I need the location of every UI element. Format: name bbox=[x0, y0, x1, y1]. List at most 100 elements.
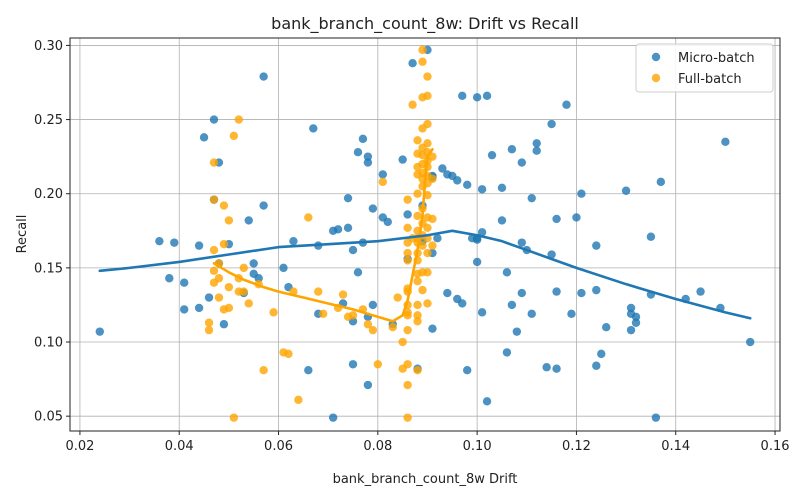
full-batch-point bbox=[348, 311, 358, 320]
micro-batch-point bbox=[443, 288, 452, 298]
full-batch-point bbox=[368, 325, 378, 335]
x-tick-label: 0.12 bbox=[562, 439, 591, 454]
micro-batch-point bbox=[463, 180, 472, 190]
micro-batch-point bbox=[204, 293, 214, 302]
micro-batch-point bbox=[368, 300, 378, 310]
micro-batch-point bbox=[602, 322, 611, 332]
micro-batch-point bbox=[170, 238, 179, 247]
micro-batch-point bbox=[552, 364, 561, 373]
micro-batch-point bbox=[517, 158, 527, 167]
full-batch-point bbox=[413, 277, 422, 286]
micro-batch-point bbox=[502, 268, 512, 277]
micro-batch-point bbox=[428, 324, 437, 333]
micro-batch-point bbox=[358, 134, 368, 144]
micro-batch-point bbox=[646, 232, 656, 241]
micro-batch-point bbox=[403, 210, 412, 219]
micro-batch-point bbox=[363, 152, 373, 161]
micro-batch-point bbox=[353, 268, 363, 277]
micro-batch-point bbox=[542, 363, 551, 372]
micro-batch-point bbox=[343, 223, 353, 233]
full-batch-point bbox=[413, 189, 422, 198]
full-batch-point bbox=[204, 325, 214, 335]
micro-batch-point bbox=[517, 238, 527, 247]
micro-batch-point bbox=[696, 287, 705, 296]
micro-batch-point bbox=[304, 365, 313, 375]
x-tick-label: 0.02 bbox=[65, 439, 94, 454]
micro-batch-point bbox=[333, 225, 343, 234]
micro-batch-point bbox=[592, 285, 601, 295]
full-batch-point bbox=[423, 72, 432, 81]
full-batch-point bbox=[224, 282, 234, 292]
micro-batch-point bbox=[547, 250, 556, 259]
full-batch-point bbox=[423, 248, 432, 258]
micro-batch-point bbox=[477, 308, 487, 317]
micro-batch-point bbox=[194, 241, 204, 250]
micro-batch-point bbox=[631, 318, 641, 327]
full-batch-point bbox=[413, 300, 422, 310]
micro-batch-point bbox=[472, 257, 482, 267]
y-tick-label: 0.25 bbox=[34, 113, 63, 128]
full-batch-point bbox=[413, 211, 422, 221]
x-axis-ticks: 0.02 0.04 0.06 0.08 0.10 0.12 0.14 0.16 bbox=[65, 431, 790, 454]
micro-batch-point bbox=[179, 278, 189, 287]
micro-batch-point bbox=[597, 349, 606, 359]
micro-batch-point bbox=[254, 274, 263, 283]
full-batch-point bbox=[423, 119, 432, 129]
chart-title: bank_branch_count_8w: Drift vs Recall bbox=[271, 14, 579, 34]
full-batch-point bbox=[224, 216, 234, 225]
micro-batch-point bbox=[378, 170, 387, 179]
micro-batch-point bbox=[562, 100, 571, 109]
x-tick-label: 0.14 bbox=[661, 439, 690, 454]
full-batch-point bbox=[423, 299, 432, 308]
full-batch-point bbox=[393, 293, 402, 302]
full-batch-point bbox=[378, 177, 387, 187]
series-full-batch bbox=[204, 45, 437, 422]
micro-batch-point bbox=[577, 288, 586, 298]
full-batch-point bbox=[418, 241, 427, 250]
micro-batch-point bbox=[368, 204, 378, 213]
micro-batch-point bbox=[477, 228, 487, 237]
micro-batch-point bbox=[567, 309, 576, 319]
full-batch-point bbox=[423, 268, 432, 277]
micro-batch-point bbox=[244, 216, 253, 225]
micro-batch-point bbox=[194, 303, 204, 313]
full-batch-point bbox=[423, 139, 432, 148]
micro-batch-point bbox=[95, 327, 104, 336]
axes-frame bbox=[69, 37, 781, 432]
full-batch-point bbox=[209, 195, 219, 204]
micro-batch-point bbox=[746, 337, 755, 347]
full-batch-point bbox=[403, 248, 412, 258]
micro-batch-point bbox=[656, 177, 666, 187]
full-batch-point bbox=[418, 285, 427, 295]
legend-label-full-batch: Full-batch bbox=[678, 72, 742, 87]
full-batch-point bbox=[269, 308, 278, 317]
micro-batch-point bbox=[547, 119, 556, 129]
full-batch-point bbox=[239, 287, 248, 296]
full-batch-point bbox=[403, 380, 412, 390]
micro-batch-point bbox=[309, 124, 318, 133]
grid-lines bbox=[70, 38, 780, 431]
full-batch-point bbox=[284, 349, 293, 359]
micro-batch-point bbox=[631, 312, 641, 322]
micro-batch-point bbox=[472, 235, 482, 244]
full-batch-point bbox=[423, 223, 432, 233]
full-batch-point bbox=[294, 395, 303, 405]
full-batch-point bbox=[209, 245, 219, 255]
micro-batch-point bbox=[482, 397, 492, 406]
full-batch-point bbox=[413, 311, 422, 320]
full-batch-point bbox=[209, 158, 219, 167]
full-batch-point bbox=[224, 303, 234, 313]
micro-batch-point bbox=[621, 186, 631, 195]
micro-batch-point bbox=[259, 201, 268, 210]
micro-batch-point bbox=[155, 236, 164, 246]
full-batch-point bbox=[388, 322, 397, 332]
micro-batch-point bbox=[463, 365, 472, 375]
full-batch-trend-line bbox=[212, 147, 434, 323]
full-batch-point bbox=[413, 317, 422, 326]
x-axis-label: bank_branch_count_8w Drift bbox=[333, 472, 518, 487]
micro-batch-point bbox=[348, 360, 358, 369]
micro-batch-point bbox=[507, 145, 517, 154]
full-batch-point bbox=[259, 365, 268, 375]
micro-batch-point bbox=[532, 139, 541, 148]
x-tick-label: 0.10 bbox=[463, 439, 492, 454]
